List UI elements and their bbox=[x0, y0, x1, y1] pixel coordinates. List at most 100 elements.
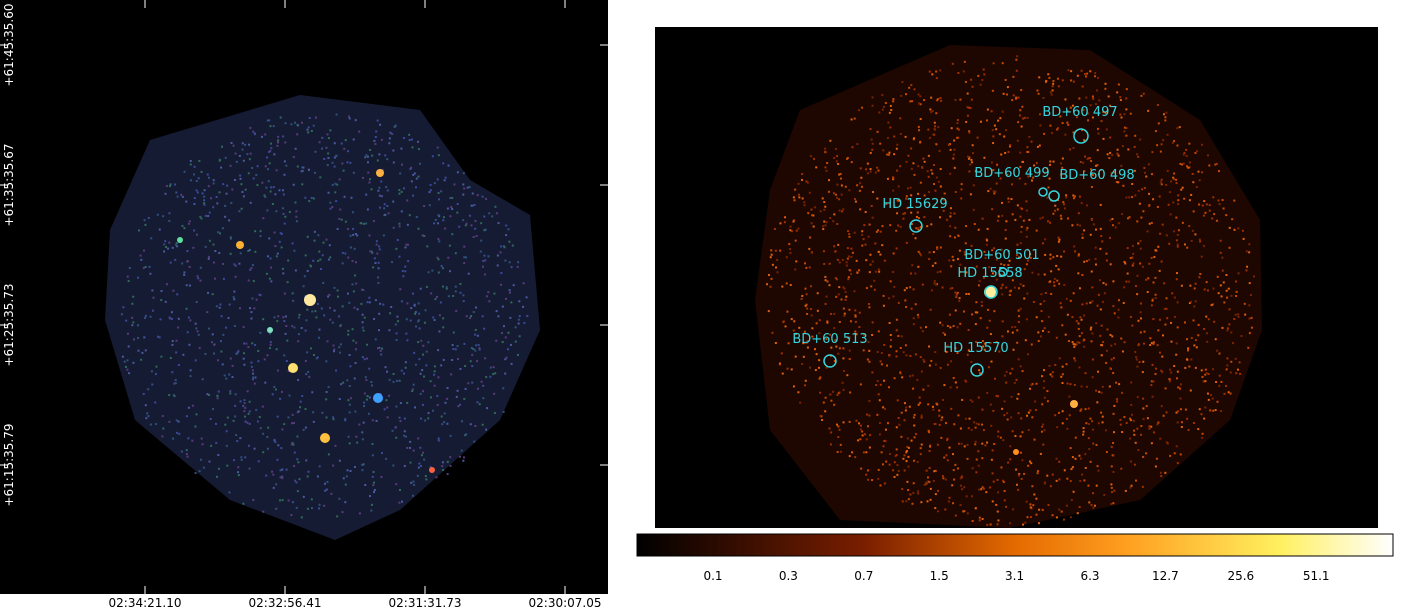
noise-dot bbox=[1125, 97, 1128, 100]
noise-dot bbox=[1092, 223, 1095, 226]
noise-dot bbox=[374, 338, 377, 341]
noise-dot bbox=[454, 290, 457, 293]
noise-dot bbox=[318, 465, 321, 468]
noise-dot bbox=[905, 354, 908, 357]
noise-dot bbox=[932, 251, 935, 254]
noise-dot bbox=[1035, 497, 1038, 500]
noise-dot bbox=[285, 359, 288, 362]
noise-dot bbox=[927, 191, 930, 194]
noise-dot bbox=[210, 444, 213, 447]
noise-dot bbox=[1095, 322, 1098, 325]
noise-dot bbox=[168, 394, 171, 397]
noise-dot bbox=[1110, 445, 1113, 448]
noise-dot bbox=[1008, 290, 1011, 293]
noise-dot bbox=[467, 382, 470, 385]
noise-dot bbox=[986, 239, 989, 242]
noise-dot bbox=[806, 339, 809, 342]
noise-dot bbox=[1148, 425, 1151, 428]
noise-dot bbox=[364, 156, 367, 159]
noise-dot bbox=[1204, 373, 1207, 376]
noise-dot bbox=[858, 109, 861, 112]
noise-dot bbox=[884, 428, 887, 431]
noise-dot bbox=[279, 232, 282, 235]
noise-dot bbox=[1226, 296, 1229, 299]
noise-dot bbox=[234, 393, 237, 396]
noise-dot bbox=[930, 289, 933, 292]
noise-dot bbox=[1005, 381, 1008, 384]
noise-dot bbox=[412, 480, 415, 483]
noise-dot bbox=[468, 214, 471, 217]
colorbar-label: 6.3 bbox=[1080, 569, 1099, 583]
noise-dot bbox=[1220, 409, 1223, 412]
noise-dot bbox=[970, 98, 973, 101]
noise-dot bbox=[336, 227, 339, 230]
noise-dot bbox=[948, 446, 951, 449]
noise-dot bbox=[362, 176, 365, 179]
noise-dot bbox=[936, 247, 939, 250]
noise-dot bbox=[1122, 184, 1125, 187]
noise-dot bbox=[504, 336, 507, 339]
noise-dot bbox=[928, 251, 931, 254]
noise-dot bbox=[375, 240, 378, 243]
noise-dot bbox=[518, 300, 521, 303]
noise-dot bbox=[433, 384, 436, 387]
noise-dot bbox=[935, 176, 938, 179]
noise-dot bbox=[310, 498, 313, 501]
noise-dot bbox=[871, 321, 874, 324]
noise-dot bbox=[284, 215, 287, 218]
noise-dot bbox=[1113, 489, 1116, 492]
noise-dot bbox=[949, 211, 952, 214]
noise-dot bbox=[1078, 366, 1081, 369]
noise-dot bbox=[456, 357, 459, 360]
noise-dot bbox=[899, 372, 902, 375]
noise-dot bbox=[862, 238, 865, 241]
noise-dot bbox=[1146, 417, 1149, 420]
noise-dot bbox=[1032, 504, 1035, 507]
noise-dot bbox=[201, 378, 204, 381]
noise-dot bbox=[1154, 373, 1157, 376]
noise-dot bbox=[916, 461, 919, 464]
noise-dot bbox=[440, 415, 443, 418]
noise-dot bbox=[946, 324, 949, 327]
noise-dot bbox=[1066, 427, 1069, 430]
noise-dot bbox=[132, 295, 135, 298]
noise-dot bbox=[980, 304, 983, 307]
noise-dot bbox=[995, 278, 998, 281]
noise-dot bbox=[349, 469, 352, 472]
noise-dot bbox=[281, 390, 284, 393]
noise-dot bbox=[268, 150, 271, 153]
noise-dot bbox=[1003, 263, 1006, 266]
noise-dot bbox=[231, 376, 234, 379]
noise-dot bbox=[1002, 480, 1005, 483]
noise-dot bbox=[433, 319, 436, 322]
noise-dot bbox=[219, 340, 222, 343]
noise-dot bbox=[990, 161, 993, 164]
noise-dot bbox=[1001, 214, 1004, 217]
noise-dot bbox=[400, 147, 403, 150]
noise-dot bbox=[1176, 421, 1179, 424]
noise-dot bbox=[171, 340, 174, 343]
noise-dot bbox=[781, 285, 784, 288]
noise-dot bbox=[868, 271, 871, 274]
noise-dot bbox=[412, 494, 415, 497]
noise-dot bbox=[371, 154, 374, 157]
noise-dot bbox=[419, 464, 422, 467]
noise-dot bbox=[292, 443, 295, 446]
noise-dot bbox=[913, 436, 916, 439]
noise-dot bbox=[833, 403, 836, 406]
noise-dot bbox=[887, 386, 890, 389]
noise-dot bbox=[325, 390, 328, 393]
noise-dot bbox=[1188, 365, 1191, 368]
noise-dot bbox=[834, 193, 837, 196]
noise-dot bbox=[380, 475, 383, 478]
noise-dot bbox=[1084, 408, 1087, 411]
noise-dot bbox=[217, 231, 220, 234]
noise-dot bbox=[908, 405, 911, 408]
noise-dot bbox=[366, 301, 369, 304]
noise-dot bbox=[1158, 269, 1161, 272]
noise-dot bbox=[912, 288, 915, 291]
noise-dot bbox=[838, 391, 841, 394]
noise-dot bbox=[927, 154, 930, 157]
noise-dot bbox=[912, 323, 915, 326]
noise-dot bbox=[971, 144, 974, 147]
